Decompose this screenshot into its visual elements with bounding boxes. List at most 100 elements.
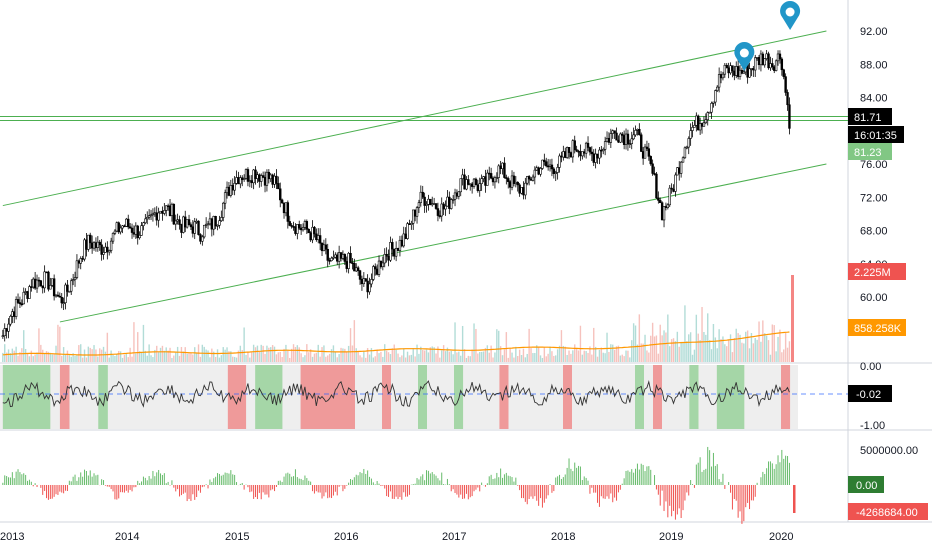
histogram-bar	[196, 485, 197, 497]
price-candle	[732, 66, 734, 71]
volume-bar	[528, 329, 529, 362]
volume-bar	[399, 357, 400, 362]
price-candle	[760, 54, 762, 65]
histogram-bar	[190, 485, 191, 501]
price-candle	[768, 54, 770, 68]
histogram-bar	[50, 485, 51, 499]
price-candle	[475, 179, 477, 185]
volume-bar	[394, 345, 395, 362]
volume-bar	[449, 352, 450, 362]
histogram-bar	[113, 485, 114, 491]
volume-bar	[565, 347, 566, 362]
volume-bar	[388, 352, 389, 362]
histogram-bar	[348, 483, 349, 485]
price-candle	[162, 211, 164, 213]
histogram-bar	[470, 485, 471, 497]
price-candle	[513, 176, 515, 184]
histogram-bar	[219, 474, 220, 485]
volume-bar	[684, 305, 685, 362]
price-candle	[148, 216, 150, 218]
price-candle	[296, 224, 298, 233]
histogram-bar	[641, 464, 642, 485]
volume-bar	[661, 335, 662, 362]
histogram-bar	[717, 464, 718, 485]
price-candle	[27, 292, 29, 299]
volume-bar	[190, 352, 191, 362]
price-candle	[80, 258, 82, 263]
volume-bar	[629, 357, 630, 362]
price-candle	[714, 91, 716, 102]
price-candle	[682, 158, 684, 162]
volume-bar	[582, 355, 583, 362]
price-candle	[671, 188, 673, 189]
histogram-bar	[713, 453, 714, 485]
histogram-bar	[550, 484, 551, 485]
volume-bar	[84, 350, 85, 362]
price-candle	[435, 204, 437, 209]
volume-bar	[71, 357, 72, 362]
price-candle	[6, 329, 8, 332]
histogram-bar	[453, 485, 454, 489]
histogram-bar	[291, 477, 292, 485]
price-candle	[374, 267, 376, 269]
price-candle	[665, 206, 667, 207]
volume-bar	[295, 347, 296, 362]
osc-zone	[418, 365, 427, 429]
price-candle	[424, 197, 426, 205]
volume-bar	[46, 351, 47, 362]
price-candle	[331, 258, 333, 261]
volume-bar	[110, 351, 111, 362]
histogram-bar	[247, 485, 248, 487]
volume-bar	[120, 351, 121, 362]
volume-bar	[665, 333, 666, 362]
price-candle	[490, 173, 492, 178]
volume-bar	[321, 347, 322, 362]
volume-bar	[509, 348, 510, 362]
price-candle	[716, 87, 718, 91]
volume-bar	[612, 345, 613, 362]
histogram-bar	[456, 485, 457, 495]
x-tick-label: 2013	[0, 531, 24, 543]
histogram-bar	[107, 485, 108, 487]
histogram-bar	[715, 466, 716, 485]
volume-bar	[568, 351, 569, 362]
price-candle	[65, 285, 67, 303]
price-candle	[420, 192, 422, 202]
volume-bar	[346, 352, 347, 362]
price-candle	[367, 281, 369, 292]
price-candle	[154, 213, 156, 214]
histogram-bar	[428, 471, 429, 485]
volume-bar	[69, 355, 70, 362]
histogram-bar	[629, 472, 630, 485]
volume-bar	[597, 357, 598, 362]
volume-bar	[599, 350, 600, 362]
volume-bar	[236, 358, 237, 362]
histogram-bar	[401, 485, 402, 500]
volume-bar	[498, 331, 499, 362]
histogram-bar	[671, 485, 672, 516]
price-candle	[397, 248, 399, 250]
volume-bar	[200, 357, 201, 362]
volume-bar	[354, 320, 355, 362]
histogram-bar	[426, 470, 427, 485]
volume-bar	[169, 348, 170, 362]
histogram-bar	[303, 480, 304, 485]
price-candle	[604, 142, 606, 150]
volume-bar	[327, 355, 328, 362]
volume-bar	[574, 344, 575, 362]
histogram-bar	[532, 485, 533, 499]
histogram-bar	[555, 478, 556, 485]
price-candle	[171, 204, 173, 215]
histogram-bar	[208, 485, 209, 488]
price-candle	[238, 177, 240, 183]
volume-bar	[521, 355, 522, 362]
price-candle	[447, 197, 449, 206]
price-candle	[175, 221, 177, 224]
price-candle	[277, 183, 279, 188]
volume-bar	[580, 326, 581, 362]
histogram-bar	[90, 470, 91, 485]
volume-bar	[112, 355, 113, 362]
histogram-bar	[75, 475, 76, 485]
price-candle	[473, 179, 475, 186]
price-candle	[754, 58, 756, 70]
